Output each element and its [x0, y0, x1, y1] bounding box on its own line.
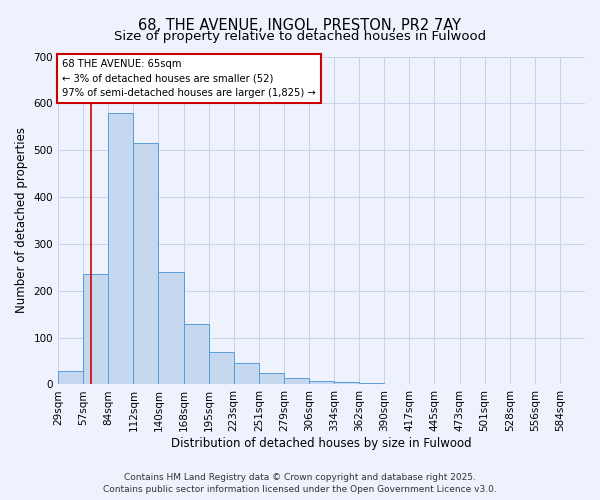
Text: Size of property relative to detached houses in Fulwood: Size of property relative to detached ho… [114, 30, 486, 43]
Y-axis label: Number of detached properties: Number of detached properties [15, 128, 28, 314]
Bar [108, 112, 133, 384]
Text: 68 THE AVENUE: 65sqm
← 3% of detached houses are smaller (52)
97% of semi-detach: 68 THE AVENUE: 65sqm ← 3% of detached ho… [62, 59, 316, 98]
Bar [233, 364, 259, 384]
Bar [83, 274, 108, 384]
Bar [309, 380, 334, 384]
Bar [334, 382, 359, 384]
Bar [259, 372, 284, 384]
Text: 68, THE AVENUE, INGOL, PRESTON, PR2 7AY: 68, THE AVENUE, INGOL, PRESTON, PR2 7AY [139, 18, 461, 32]
Bar [284, 378, 309, 384]
Bar [58, 372, 83, 384]
Bar [133, 143, 158, 384]
Text: Contains HM Land Registry data © Crown copyright and database right 2025.
Contai: Contains HM Land Registry data © Crown c… [103, 472, 497, 494]
Bar [158, 272, 184, 384]
Bar [209, 352, 233, 384]
Bar [359, 383, 384, 384]
Bar [184, 324, 209, 384]
X-axis label: Distribution of detached houses by size in Fulwood: Distribution of detached houses by size … [171, 437, 472, 450]
